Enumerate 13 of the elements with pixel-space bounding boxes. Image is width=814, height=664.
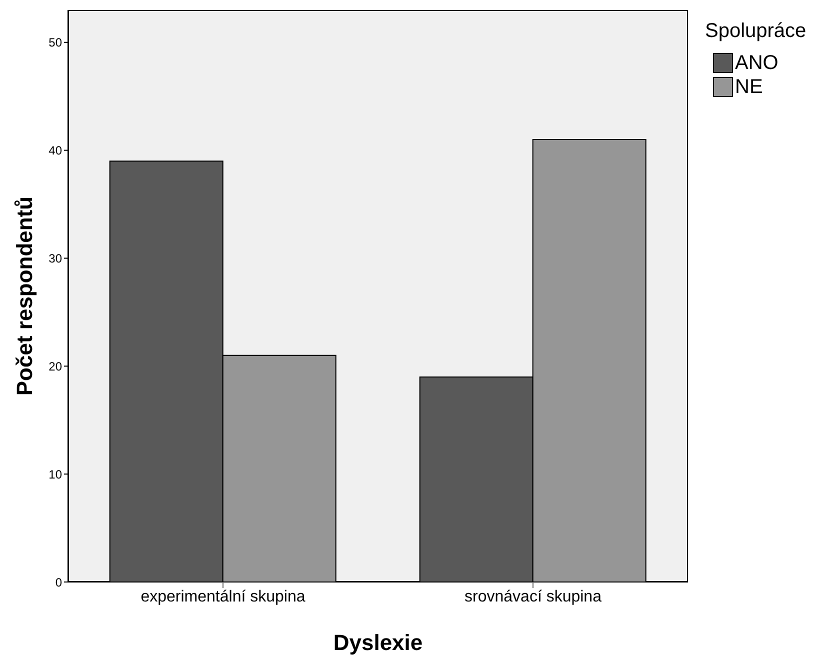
y-tick-label: 20 [48, 359, 62, 374]
legend-title: Spolupráce [705, 20, 806, 43]
x-axis-title: Dyslexie [333, 630, 423, 655]
legend-label: NE [735, 76, 763, 98]
x-tick-label: experimentální skupina [140, 588, 306, 606]
legend-label: ANO [735, 52, 778, 74]
y-tick-label: 10 [48, 467, 62, 482]
y-tick-label: 50 [48, 36, 62, 50]
y-axis-title: Počet respondentů [12, 196, 37, 396]
y-tick-label: 0 [55, 575, 62, 590]
x-tick-label: srovnávací skupina [464, 588, 602, 606]
y-tick-label: 40 [48, 144, 62, 158]
y-tick-label: 30 [48, 251, 62, 266]
